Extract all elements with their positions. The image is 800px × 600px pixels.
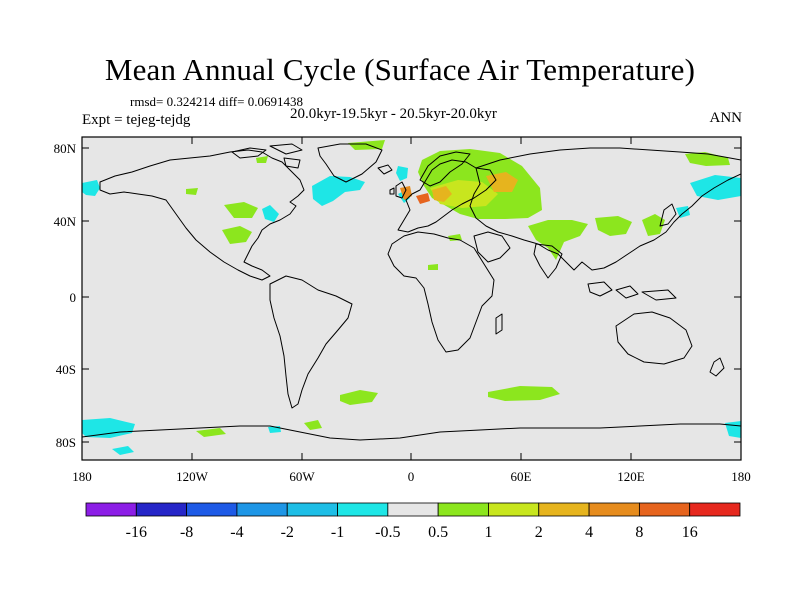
anomaly-patch	[82, 418, 135, 438]
anomaly-patch	[642, 214, 665, 236]
latitude-axis: 80N 40N 0 40S 80S	[54, 141, 741, 450]
anomaly-patch	[428, 264, 438, 270]
colorbar-swatch	[236, 502, 288, 517]
coastline-layer	[82, 143, 741, 441]
colorbar-swatch	[638, 502, 691, 517]
coastline-scandinavia	[419, 151, 471, 187]
lon-tick-label: 60W	[289, 469, 315, 484]
coastline-arabia	[473, 231, 511, 263]
anomaly-patch	[416, 193, 430, 204]
coastline-iceland	[377, 164, 393, 175]
coastline-asia	[469, 147, 741, 271]
colorbar-label: 1	[484, 524, 492, 541]
colorbar-swatch	[85, 502, 137, 517]
anomaly-patch	[595, 216, 632, 236]
lat-tick-label: 40N	[54, 214, 77, 229]
season-label: ANN	[709, 110, 743, 126]
coastline-british-isles	[389, 181, 407, 199]
colorbar-swatch	[437, 502, 489, 517]
anomaly-patch	[528, 220, 588, 260]
anomaly-patch	[112, 446, 134, 455]
colorbar-swatch	[387, 502, 439, 517]
colorbar-swatch	[689, 502, 741, 517]
rmsd-diff-stats: rmsd= 0.324214 diff= 0.0691438	[130, 94, 303, 109]
anomaly-patch	[432, 186, 452, 202]
anomaly-patch	[685, 152, 730, 166]
colorbar-swatch	[588, 502, 640, 517]
colorbar-label: -16	[126, 524, 147, 541]
anomaly-patch	[430, 180, 498, 208]
lat-tick-label: 80N	[54, 141, 77, 156]
anomaly-patch	[488, 386, 560, 401]
colorbar-label: 0.5	[428, 524, 448, 541]
coastline-antarctica	[82, 423, 741, 441]
anomaly-patch	[224, 202, 258, 218]
experiment-label: Expt = tejeg-tejdg	[82, 112, 191, 128]
anomaly-patch	[82, 180, 100, 196]
colorbar-label: 4	[585, 524, 593, 541]
coastline-arctic-islands	[231, 143, 303, 169]
anomaly-patch	[312, 176, 365, 206]
anomaly-patch	[340, 390, 378, 405]
anomaly-patch	[396, 166, 408, 181]
anomaly-patch	[256, 156, 268, 163]
coastline-new-zealand	[709, 357, 725, 377]
anomaly-patch	[304, 420, 322, 430]
coastline-india	[533, 243, 563, 279]
colorbar-swatch	[538, 502, 590, 517]
colorbar-label: -8	[180, 524, 193, 541]
colorbar-swatch	[186, 502, 238, 517]
anomaly-patch	[676, 206, 690, 218]
lat-tick-label: 80S	[56, 435, 76, 450]
colorbar-swatch	[286, 502, 338, 517]
anomaly-patch	[196, 428, 226, 437]
colorbar-swatch	[488, 502, 540, 517]
colorbar-label: -4	[230, 524, 243, 541]
colorbar-swatch	[135, 502, 188, 517]
lon-tick-label: 180	[72, 469, 92, 484]
coastline-south-america	[269, 275, 353, 409]
colorbar-label: -1	[331, 524, 344, 541]
colorbar-label: 8	[635, 524, 643, 541]
coastline-australia	[615, 311, 693, 365]
colorbar-label: -0.5	[375, 524, 400, 541]
anomaly-patch	[262, 205, 279, 222]
coastline-africa	[387, 231, 495, 353]
lon-tick-label: 60E	[511, 469, 532, 484]
period-label: 20.0kyr-19.5kyr - 20.5kyr-20.0kyr	[290, 106, 497, 122]
coastline-indonesia	[587, 281, 677, 301]
lon-tick-label: 120E	[617, 469, 645, 484]
lon-tick-label: 180	[731, 469, 751, 484]
anomaly-patch	[186, 188, 198, 195]
coastline-japan	[659, 203, 677, 227]
longitude-axis: 180 120W 60W 0 60E 120E 180	[72, 137, 751, 484]
anomaly-patch	[222, 226, 252, 244]
colorbar-swatch	[337, 502, 389, 517]
colorbar-label: -2	[281, 524, 294, 541]
colorbar: -16 -8 -4 -2 -1 -0.5 0.5 1 2 4 8 16	[85, 502, 741, 541]
coastline-europe	[397, 159, 497, 233]
map-background	[82, 137, 741, 460]
lat-tick-label: 40S	[56, 362, 76, 377]
coastline-madagascar	[495, 313, 503, 335]
lat-tick-label: 0	[70, 290, 77, 305]
chart-title: Mean Annual Cycle (Surface Air Temperatu…	[104, 52, 696, 87]
coastline-greenland	[317, 143, 383, 183]
lon-tick-label: 120W	[176, 469, 209, 484]
colorbar-label: 16	[682, 524, 698, 541]
colorbar-label: 2	[535, 524, 543, 541]
lon-tick-label: 0	[408, 469, 415, 484]
